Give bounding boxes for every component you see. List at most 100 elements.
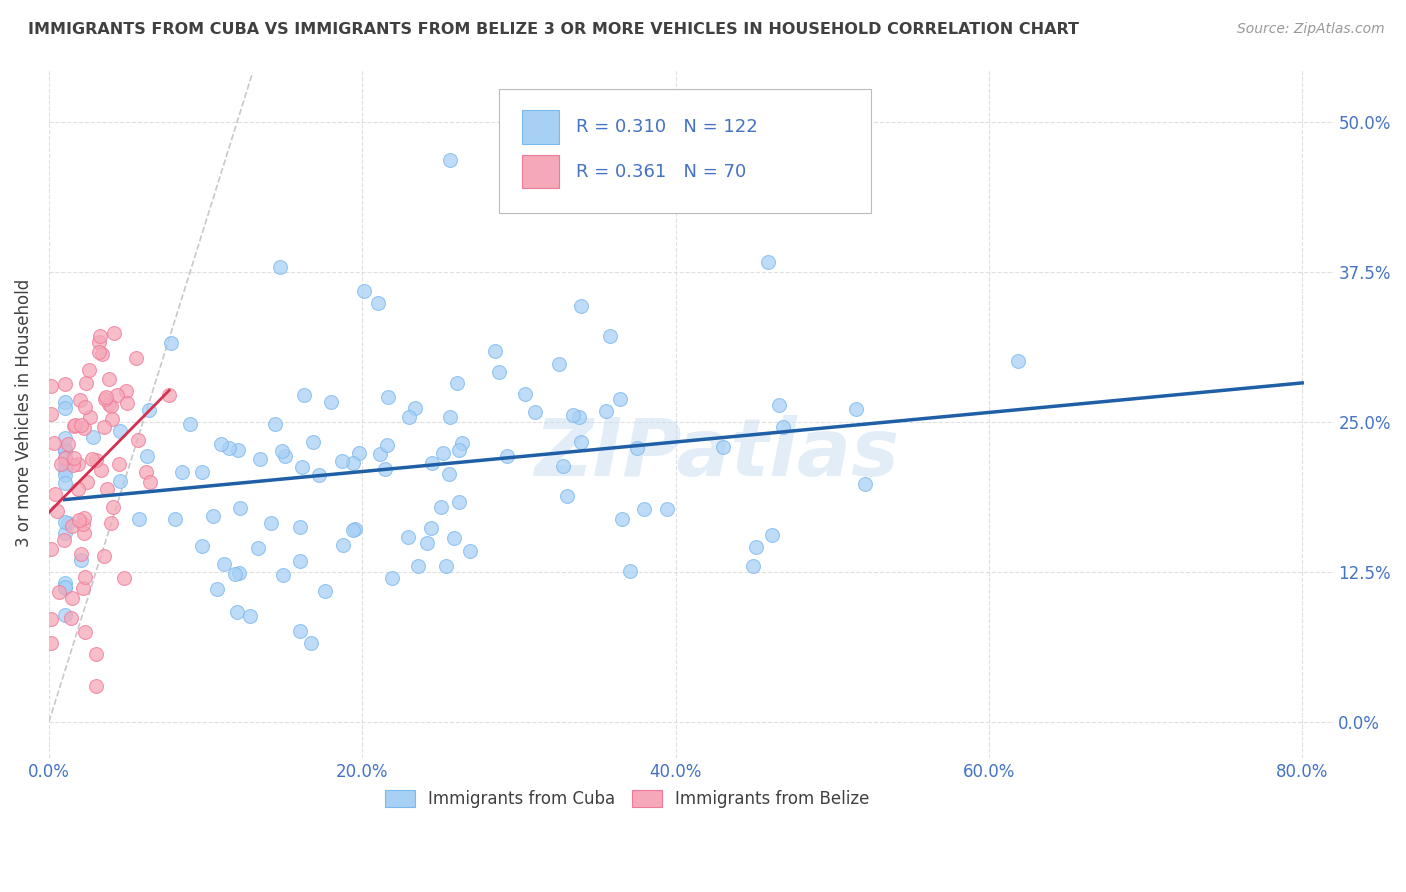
Point [90,347,112,361]
Point [53,443,76,458]
Point [77,363,100,377]
Point [75,400,97,414]
Point [568,410,591,425]
Point [79,410,101,425]
Point [39,611,62,625]
Point [157,387,180,401]
Point [44,436,66,450]
Point [375,438,398,452]
Y-axis label: 3 or more Vehicles in Household: 3 or more Vehicles in Household [15,279,32,547]
Point [70,547,93,561]
Point [419,520,441,534]
Point [439,153,461,168]
Point [249,451,271,466]
Point [633,501,655,516]
Point [495,450,517,464]
Text: ZIPatlas: ZIPatlas [534,416,900,493]
Point [84,679,107,693]
Point [76,475,98,489]
Point [98,397,121,411]
Point [159,336,181,351]
Point [561,408,583,422]
Point [63,450,86,465]
Point [53,467,76,482]
Point [209,437,232,451]
Point [434,559,457,574]
Point [56,516,79,530]
Point [396,530,419,544]
Point [39,542,62,557]
Point [288,554,311,568]
Point [72,582,94,596]
Point [398,410,420,425]
Point [768,398,790,412]
Point [94,392,117,406]
Point [439,410,461,425]
Point [72,517,94,532]
Point [332,453,354,467]
FancyBboxPatch shape [499,89,872,213]
Point [458,544,481,558]
Point [87,345,110,359]
Point [94,391,117,405]
Point [555,489,578,503]
Point [239,608,262,623]
Point [73,511,96,525]
Point [114,571,136,585]
Point [853,477,876,491]
Point [96,482,118,496]
Point [73,421,96,435]
Point [443,531,465,545]
Point [53,516,76,530]
Point [713,440,735,454]
Point [226,443,249,458]
Point [228,566,250,580]
Point [53,525,76,540]
Point [381,571,404,585]
Point [90,463,112,477]
Point [404,401,426,416]
Point [138,403,160,417]
Point [53,450,76,465]
Point [207,582,229,596]
Point [626,441,648,455]
Point [53,475,76,490]
Point [66,457,89,471]
Text: IMMIGRANTS FROM CUBA VS IMMIGRANTS FROM BELIZE 3 OR MORE VEHICLES IN HOUSEHOLD C: IMMIGRANTS FROM CUBA VS IMMIGRANTS FROM … [28,22,1080,37]
Point [741,559,763,574]
Point [610,512,633,526]
Point [114,384,136,399]
Point [100,516,122,530]
Point [273,449,295,463]
Point [56,436,79,450]
Point [101,500,124,514]
Point [432,446,454,460]
Point [93,420,115,434]
Point [44,487,66,501]
Point [288,624,311,638]
Point [63,417,86,432]
Point [93,549,115,563]
Point [53,395,76,409]
Point [619,564,641,578]
Point [53,451,76,466]
Point [128,512,150,526]
Point [761,528,783,542]
Point [135,465,157,479]
Point [212,558,235,572]
Point [488,365,510,379]
Point [406,558,429,573]
Point [218,441,240,455]
Point [67,513,90,527]
Point [53,607,76,622]
Point [224,566,246,581]
Point [191,539,214,553]
Point [377,390,399,404]
Point [344,522,367,536]
Point [60,591,83,605]
Point [756,254,779,268]
Point [551,458,574,473]
Point [269,260,291,274]
Point [595,404,617,418]
Legend: Immigrants from Cuba, Immigrants from Belize: Immigrants from Cuba, Immigrants from Be… [378,783,876,814]
